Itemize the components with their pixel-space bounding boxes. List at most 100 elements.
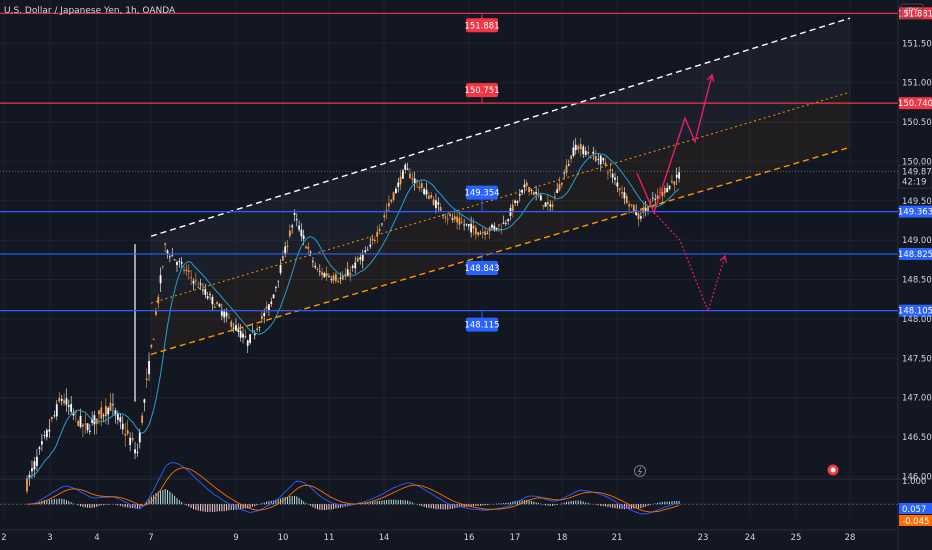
- candle-body: [675, 174, 678, 178]
- candle-body: [166, 250, 169, 255]
- candle-body: [599, 155, 602, 165]
- candle-body: [406, 168, 409, 170]
- candle-body: [639, 216, 642, 219]
- candle-body: [249, 334, 251, 343]
- support-upper-marker-bg: [466, 185, 498, 200]
- channel-middle-line: [150, 91, 851, 304]
- lightning-event-icon[interactable]: [634, 465, 646, 477]
- price-tick-label: 146.500: [902, 433, 932, 443]
- candle-body: [437, 202, 440, 205]
- candle-body: [668, 185, 671, 190]
- candle-body: [411, 178, 414, 180]
- candle-body: [72, 412, 75, 416]
- candle-body: [138, 432, 141, 443]
- candle-body: [134, 449, 136, 454]
- candle-body: [663, 187, 666, 194]
- candle-body: [185, 269, 188, 272]
- candle-body: [511, 204, 514, 213]
- candle-body: [587, 151, 590, 154]
- candle-body: [495, 227, 498, 230]
- candle-body: [611, 173, 614, 178]
- candle-body: [263, 313, 266, 317]
- candle-body: [651, 197, 654, 199]
- candle-body: [397, 182, 400, 187]
- time-tick-label: 28: [845, 533, 856, 543]
- macd-signal-value-label: -0.045: [899, 515, 932, 527]
- currency-button[interactable]: JPY: [900, 3, 924, 19]
- countdown-text: 42:19: [902, 177, 927, 187]
- time-tick-label: 9: [233, 533, 238, 543]
- candle-body: [126, 430, 129, 434]
- candle-body: [502, 222, 505, 224]
- time-tick-label: 21: [612, 533, 623, 543]
- moving-average-line: [26, 152, 680, 479]
- candle-body: [325, 273, 328, 277]
- candle-body: [381, 223, 383, 225]
- candle-body: [197, 287, 200, 289]
- candle-body: [484, 231, 486, 235]
- candle-body: [346, 269, 349, 276]
- macd-pane: [0, 462, 898, 515]
- candle-body: [63, 400, 65, 404]
- channel-upper-line: [150, 17, 851, 237]
- candle-body: [321, 272, 323, 275]
- price-tick-label: 149.000: [902, 236, 932, 246]
- time-tick-label: 25: [791, 533, 802, 543]
- candle-body: [589, 157, 592, 159]
- resistance-top-axis-label: 151.881: [898, 7, 932, 20]
- candle-body: [209, 294, 211, 295]
- candle-body: [82, 424, 84, 427]
- support-lower-marker: 148.115: [464, 310, 500, 332]
- candle-body: [547, 201, 549, 205]
- candle-body: [298, 225, 300, 230]
- channel-lower-line: [150, 146, 851, 356]
- candle-body: [293, 213, 296, 215]
- candle-body: [570, 155, 573, 160]
- candle-body: [77, 421, 80, 426]
- candle-body: [202, 289, 204, 291]
- candle-body: [178, 261, 181, 262]
- candle-body: [442, 214, 444, 216]
- candle-body: [481, 232, 484, 234]
- candle-body: [630, 204, 633, 206]
- candle-body: [58, 397, 61, 402]
- candle-body: [109, 402, 112, 411]
- candle-body: [171, 255, 174, 257]
- last-price-text: 149.875: [902, 167, 932, 177]
- candle-body: [418, 186, 421, 189]
- candle-body: [654, 198, 657, 200]
- support-lower-axis-label: 148.105: [898, 304, 932, 317]
- candle-body: [572, 147, 575, 156]
- candle-body: [284, 246, 287, 254]
- macd-signal-line: [26, 467, 680, 513]
- support-lower-axis-text: 148.105: [898, 307, 932, 317]
- candle-body: [542, 205, 545, 207]
- candle-body: [518, 194, 521, 196]
- candle-body: [609, 169, 612, 171]
- candle-body: [213, 306, 216, 308]
- price-tick-label: 150.500: [902, 118, 932, 128]
- candle-body: [451, 218, 454, 220]
- candle-body: [432, 199, 435, 205]
- economic-event-icon[interactable]: [827, 464, 839, 476]
- candle-body: [344, 274, 347, 276]
- price-tick-label: 147.000: [902, 394, 932, 404]
- candle-body: [164, 243, 167, 246]
- chart-title: U.S. Dollar / Japanese Yen, 1h, OANDA: [4, 6, 176, 16]
- candle-body: [131, 437, 134, 441]
- candle-body: [354, 262, 357, 269]
- support-middle-marker-text: 148.843: [464, 264, 499, 274]
- candle-body: [136, 451, 139, 453]
- candle-body: [556, 189, 559, 194]
- candle-body: [270, 301, 273, 304]
- resistance-top-marker-bg: [466, 18, 498, 33]
- candle-body: [560, 182, 563, 185]
- candle-body: [614, 177, 616, 180]
- candle-body: [504, 222, 507, 224]
- candle-body: [288, 230, 291, 237]
- candle-body: [55, 404, 58, 417]
- candle-body: [597, 159, 600, 160]
- currency-label: JPY: [905, 7, 919, 17]
- candle-body: [356, 258, 359, 262]
